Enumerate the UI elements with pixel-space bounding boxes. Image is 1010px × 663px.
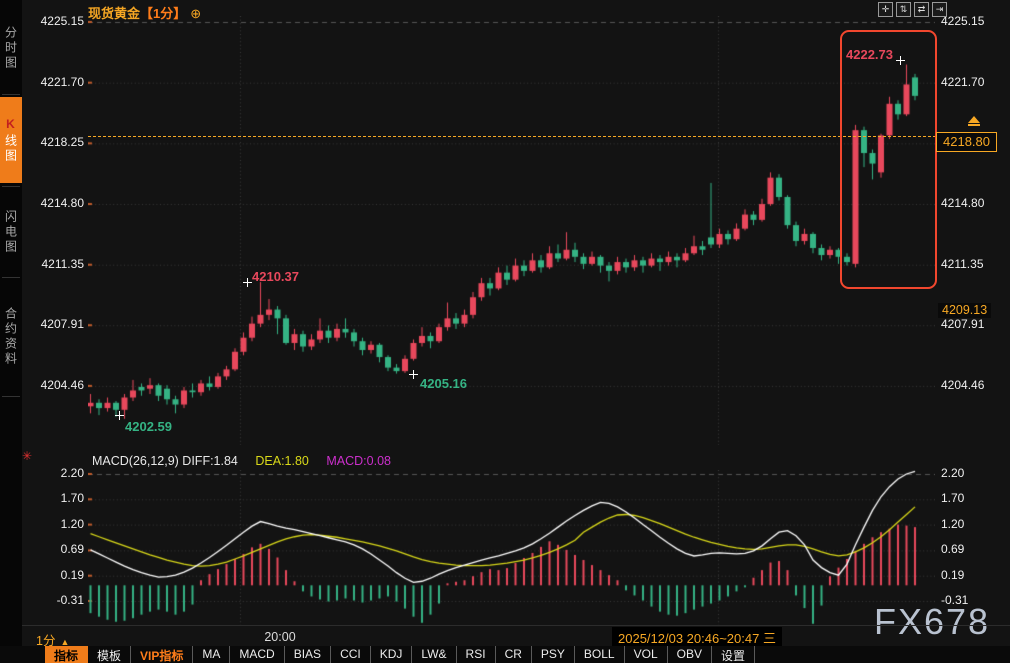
toolbar-button[interactable]: MACD [230, 646, 285, 663]
macd-axis-label-left: -0.31 [56, 593, 84, 607]
toolbar-button[interactable]: 指标 [45, 646, 89, 663]
price-axis-label-right: 4214.80 [941, 196, 985, 211]
period-tag: 【1分】 [140, 6, 187, 21]
symbol-name: 现货黄金 [88, 6, 141, 21]
price-axis-label-left: 4214.80 [40, 196, 84, 211]
macd-axis-label-right: 1.20 [941, 516, 965, 531]
price-axis-label-left: 4204.46 [40, 377, 84, 392]
macd-params-label: MACD(26,12,9) DIFF:1.84 [92, 454, 238, 468]
toolbar-button[interactable]: CR [496, 646, 532, 663]
price-annotation: 4205.16 [420, 376, 467, 391]
price-axis-label-right: 4225.15 [941, 14, 985, 28]
macd-axis-label-right: 1.70 [941, 491, 965, 506]
indicator-toolbar: 指标 模板 VIP指标 MA MACD BIAS CCI KDJ LW& RSI CR PSY BOLL… [0, 646, 1010, 663]
sidebar-divider [2, 94, 20, 95]
toolbar-button[interactable]: BOLL [575, 646, 625, 663]
time-axis-label: 20:00 [264, 630, 296, 644]
macd-axis-label-right: 0.19 [941, 567, 965, 582]
price-axis-label-left: 4211.35 [41, 256, 85, 271]
macd-axis-label-left: 2.20 [60, 466, 84, 480]
sidebar-divider [2, 186, 20, 187]
macd-value-label: MACD:0.08 [326, 454, 391, 468]
left-sidebar: 分时图 K线图 闪电图 合约资料 [0, 0, 22, 663]
price-axis-label-left: 4225.15 [40, 14, 84, 28]
toolbar-button[interactable]: RSI [457, 646, 496, 663]
sidebar-item-kline-chart[interactable]: K线图 [0, 97, 22, 183]
interval-arrow-icon: ▲ [60, 637, 70, 647]
extreme-cross-marker [243, 278, 252, 287]
price-axis-label-left: 4218.25 [40, 135, 84, 150]
toolbar-button[interactable]: BIAS [285, 646, 332, 663]
price-annotation: 4222.73 [846, 47, 893, 62]
toolbar-button[interactable]: VIP指标 [131, 646, 194, 663]
x-axis-strip: 1分 ▲ 20:00 2025/12/03 20:46~20:47 三 [22, 625, 1010, 649]
fx678-watermark: FX678 [874, 601, 991, 642]
macd-axis-label-right: -0.31 [941, 593, 969, 607]
sidebar-item-contract-info[interactable]: 合约资料 [0, 281, 22, 393]
sidebar-item-lightning-chart[interactable]: 闪电图 [0, 190, 22, 274]
toolbar-button[interactable]: 模板 [88, 646, 132, 663]
sidebar-item-label: K [3, 116, 18, 134]
chart-tool-buttons: ✛ ⇅ ⇄ ⇥ [878, 2, 947, 17]
x-scale-icon[interactable]: ⇄ [914, 2, 929, 17]
extreme-cross-marker [896, 56, 905, 65]
sidebar-item-label: 合约资料 [3, 307, 18, 367]
macd-axis-label-right: 2.20 [941, 466, 965, 480]
sidebar-item-label: 闪电图 [3, 209, 18, 255]
macd-axis-label-left: 0.19 [60, 567, 84, 582]
price-axis-label-right: 4211.35 [941, 256, 984, 271]
candlestick-chart-canvas[interactable] [88, 16, 935, 445]
price-annotation: 4202.59 [125, 419, 172, 434]
toolbar-button[interactable]: CCI [331, 646, 371, 663]
macd-chart-canvas[interactable] [88, 470, 935, 625]
price-axis-label-right: 4207.91 [941, 317, 985, 332]
sidebar-item-timeline-chart[interactable]: 分时图 [0, 6, 22, 90]
price-axis-label-left: 4207.91 [40, 317, 84, 332]
crosshair-icon[interactable]: ✛ [878, 2, 893, 17]
macd-axis-label-right: 0.69 [941, 542, 965, 557]
toolbar-button[interactable]: MA [193, 646, 231, 663]
sidebar-divider [2, 277, 20, 278]
interval-selector[interactable]: 1分 ▲ [36, 630, 69, 649]
chart-title: 现货黄金【1分】 ⊕ [88, 3, 201, 22]
extreme-cross-marker [409, 370, 418, 379]
highlight-selection-box [840, 30, 937, 289]
toolbar-button[interactable]: 设置 [712, 646, 755, 663]
toolbar-button[interactable]: KDJ [371, 646, 413, 663]
indicator-settings-icon[interactable]: ✳ [22, 449, 33, 463]
price-axis-label-right: 4204.46 [941, 377, 985, 392]
current-price-badge: 4218.80 [936, 132, 997, 152]
toolbar-button[interactable]: VOL [625, 646, 668, 663]
macd-axis-label-left: 1.20 [60, 516, 84, 531]
y-scale-icon[interactable]: ⇅ [896, 2, 911, 17]
extreme-cross-marker [115, 411, 124, 420]
reference-price-badge: 4209.13 [938, 303, 992, 318]
sidebar-item-label: 线图 [3, 133, 18, 164]
price-annotation: 4210.37 [252, 269, 299, 284]
macd-axis-label-left: 1.70 [60, 491, 84, 506]
macd-header: MACD(26,12,9) DIFF:1.84 DEA:1.80 MACD:0.… [92, 454, 391, 468]
toolbar-button[interactable]: PSY [532, 646, 575, 663]
sidebar-item-label: 分时图 [3, 25, 18, 71]
interval-label: 1分 [36, 634, 56, 648]
macd-axis-label-left: 0.69 [60, 542, 84, 557]
jump-latest-icon[interactable]: ⇥ [932, 2, 947, 17]
zoom-plus-icon[interactable]: ⊕ [190, 6, 202, 21]
toolbar-button[interactable]: LW& [412, 646, 457, 663]
price-up-arrow-icon [968, 116, 980, 126]
sidebar-divider [2, 396, 20, 397]
price-axis-label-left: 4221.70 [40, 74, 84, 89]
hover-date-range-badge: 2025/12/03 20:46~20:47 三 [612, 627, 782, 649]
macd-dea-label: DEA:1.80 [255, 454, 309, 468]
price-axis-label-right: 4221.70 [941, 74, 985, 89]
current-price-line [88, 136, 936, 137]
toolbar-button[interactable]: OBV [668, 646, 712, 663]
